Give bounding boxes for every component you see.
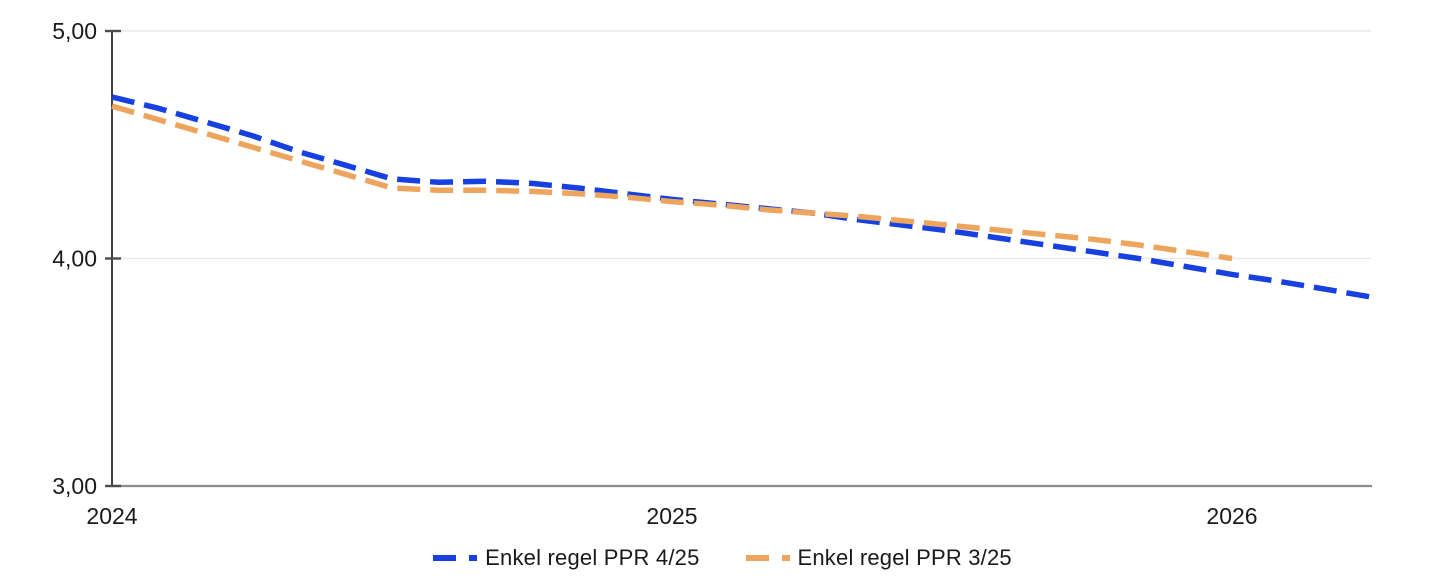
y-tick-label: 5,00 bbox=[52, 18, 97, 44]
x-tick-label: 2026 bbox=[1206, 503, 1257, 529]
y-tick-label: 3,00 bbox=[52, 473, 97, 499]
legend-item: Enkel regel PPR 4/25 bbox=[433, 545, 699, 571]
x-tick-label: 2024 bbox=[86, 503, 137, 529]
legend-label: Enkel regel PPR 4/25 bbox=[485, 545, 700, 570]
series-line bbox=[111, 94, 1373, 300]
y-tick-label: 4,00 bbox=[52, 246, 97, 272]
legend-dash-icon bbox=[745, 555, 794, 561]
series-line bbox=[111, 103, 1233, 262]
legend-label: Enkel regel PPR 3/25 bbox=[797, 545, 1012, 570]
legend-dash-icon bbox=[433, 555, 482, 561]
x-tick-label: 2025 bbox=[646, 503, 697, 529]
legend-item: Enkel regel PPR 3/25 bbox=[745, 545, 1012, 571]
chart-legend: Enkel regel PPR 4/25 Enkel regel PPR 3/25 bbox=[0, 541, 1445, 575]
